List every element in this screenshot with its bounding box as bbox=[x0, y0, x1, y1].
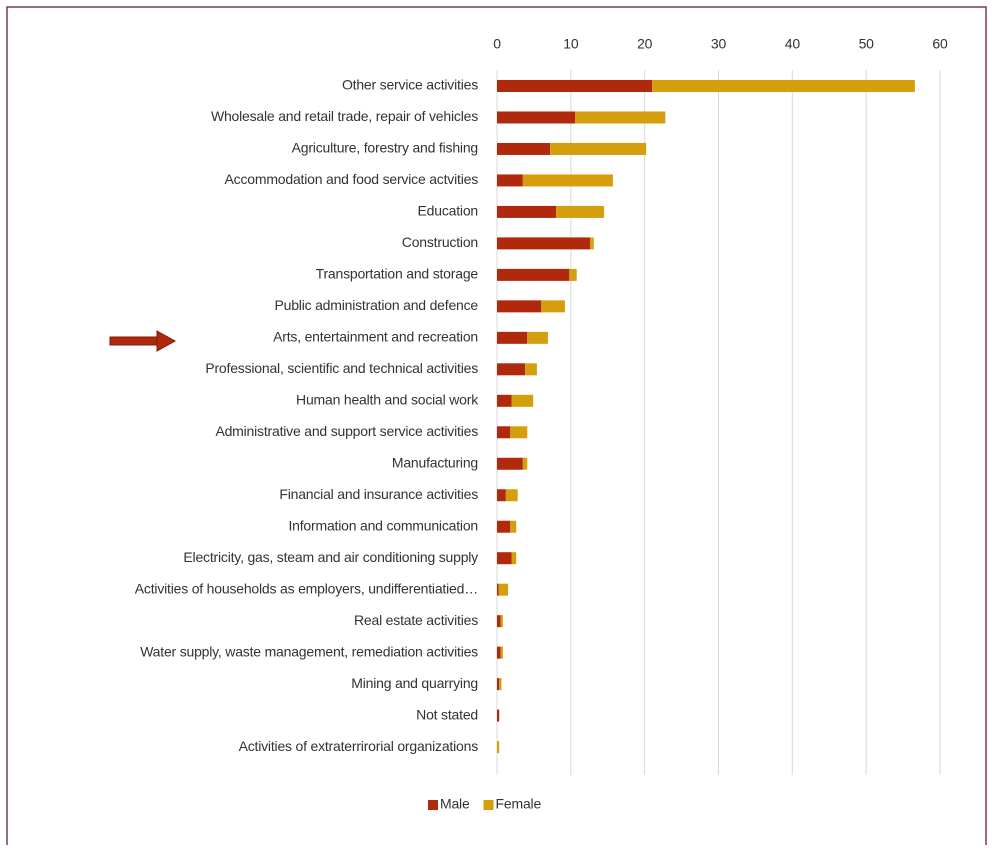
bar-segment bbox=[497, 457, 523, 470]
bar-segment bbox=[569, 268, 577, 281]
bar-segment bbox=[500, 646, 503, 659]
bar-segment bbox=[498, 583, 509, 596]
bar-segment bbox=[497, 237, 591, 250]
bar-segment bbox=[497, 426, 511, 439]
y-tick-label: Activities of households as employers, u… bbox=[135, 580, 478, 596]
y-tick-label: Transportation and storage bbox=[316, 266, 479, 282]
bar-segment bbox=[497, 111, 576, 124]
legend-swatch bbox=[483, 800, 494, 810]
legend-label: Male bbox=[440, 796, 470, 812]
bar-segment bbox=[497, 552, 512, 565]
chart-border bbox=[6, 6, 987, 845]
y-tick-label: Real estate activities bbox=[354, 612, 478, 628]
bar-segment bbox=[575, 111, 666, 124]
bar-segment bbox=[510, 520, 517, 533]
bar-segment bbox=[497, 394, 512, 407]
bar-segment bbox=[499, 678, 502, 691]
x-tick-label: 10 bbox=[563, 36, 579, 52]
bar-segment bbox=[497, 142, 551, 155]
y-tick-label: Wholesale and retail trade, repair of ve… bbox=[211, 108, 478, 124]
bar-segment bbox=[497, 205, 557, 218]
y-tick-label: Electricity, gas, steam and air conditio… bbox=[183, 549, 478, 565]
bar-segment bbox=[497, 615, 501, 628]
x-tick-label: 40 bbox=[785, 36, 801, 52]
x-tick-label: 50 bbox=[859, 36, 875, 52]
y-tick-label: Arts, entertainment and recreation bbox=[273, 329, 478, 345]
bar-segment bbox=[497, 331, 528, 344]
bar-segment bbox=[505, 489, 518, 502]
y-tick-label: Other service activities bbox=[342, 77, 478, 93]
x-tick-label: 20 bbox=[637, 36, 653, 52]
bar-segment bbox=[497, 80, 653, 92]
bar-segment bbox=[511, 394, 534, 407]
x-tick-label: 60 bbox=[932, 36, 948, 52]
bar-segment bbox=[497, 363, 526, 376]
bar-segment bbox=[497, 709, 500, 722]
bar-segment bbox=[525, 363, 537, 376]
bar-segment bbox=[497, 520, 511, 533]
y-tick-label: Activities of extraterrirorial organizat… bbox=[239, 738, 479, 754]
bar-segment bbox=[500, 615, 503, 628]
bar-segment bbox=[522, 457, 528, 470]
bar-segment bbox=[527, 331, 548, 344]
bar-segment bbox=[497, 300, 542, 313]
y-tick-label: Human health and social work bbox=[296, 392, 479, 408]
bar-segment bbox=[497, 741, 500, 754]
bar-segment bbox=[652, 80, 915, 92]
y-tick-label: Mining and quarrying bbox=[351, 675, 478, 691]
bar-segment bbox=[541, 300, 565, 313]
y-tick-label: Accommodation and food service actvities bbox=[225, 171, 479, 187]
y-tick-label: Information and communication bbox=[288, 517, 478, 533]
bar-segment bbox=[497, 489, 506, 502]
y-tick-label: Financial and insurance activities bbox=[279, 486, 478, 502]
bar-segment bbox=[497, 174, 523, 187]
bar-segment bbox=[510, 426, 528, 439]
y-tick-label: Construction bbox=[402, 234, 478, 250]
bar-segment bbox=[511, 552, 517, 565]
y-tick-label: Education bbox=[418, 203, 478, 219]
y-tick-label: Agriculture, forestry and fishing bbox=[292, 140, 478, 156]
bar-segment bbox=[550, 142, 647, 155]
bar-segment bbox=[497, 583, 499, 596]
legend-label: Female bbox=[496, 796, 542, 812]
x-tick-label: 0 bbox=[493, 36, 501, 52]
y-tick-label: Manufacturing bbox=[392, 454, 478, 470]
legend-swatch bbox=[428, 800, 438, 810]
x-tick-label: 30 bbox=[711, 36, 727, 52]
y-tick-label: Water supply, waste management, remediat… bbox=[140, 643, 478, 659]
y-tick-label: Not stated bbox=[416, 706, 478, 722]
y-tick-label: Public administration and defence bbox=[274, 297, 478, 313]
annotation-arrow bbox=[109, 330, 177, 352]
bar-segment bbox=[497, 646, 501, 659]
bar-segment bbox=[497, 268, 570, 281]
bar-segment bbox=[522, 174, 613, 187]
y-tick-label: Administrative and support service activ… bbox=[215, 423, 478, 439]
y-tick-label: Professional, scientific and technical a… bbox=[205, 360, 478, 376]
bar-segment bbox=[497, 678, 500, 691]
bar-segment bbox=[556, 205, 605, 218]
bar-segment bbox=[590, 237, 594, 250]
